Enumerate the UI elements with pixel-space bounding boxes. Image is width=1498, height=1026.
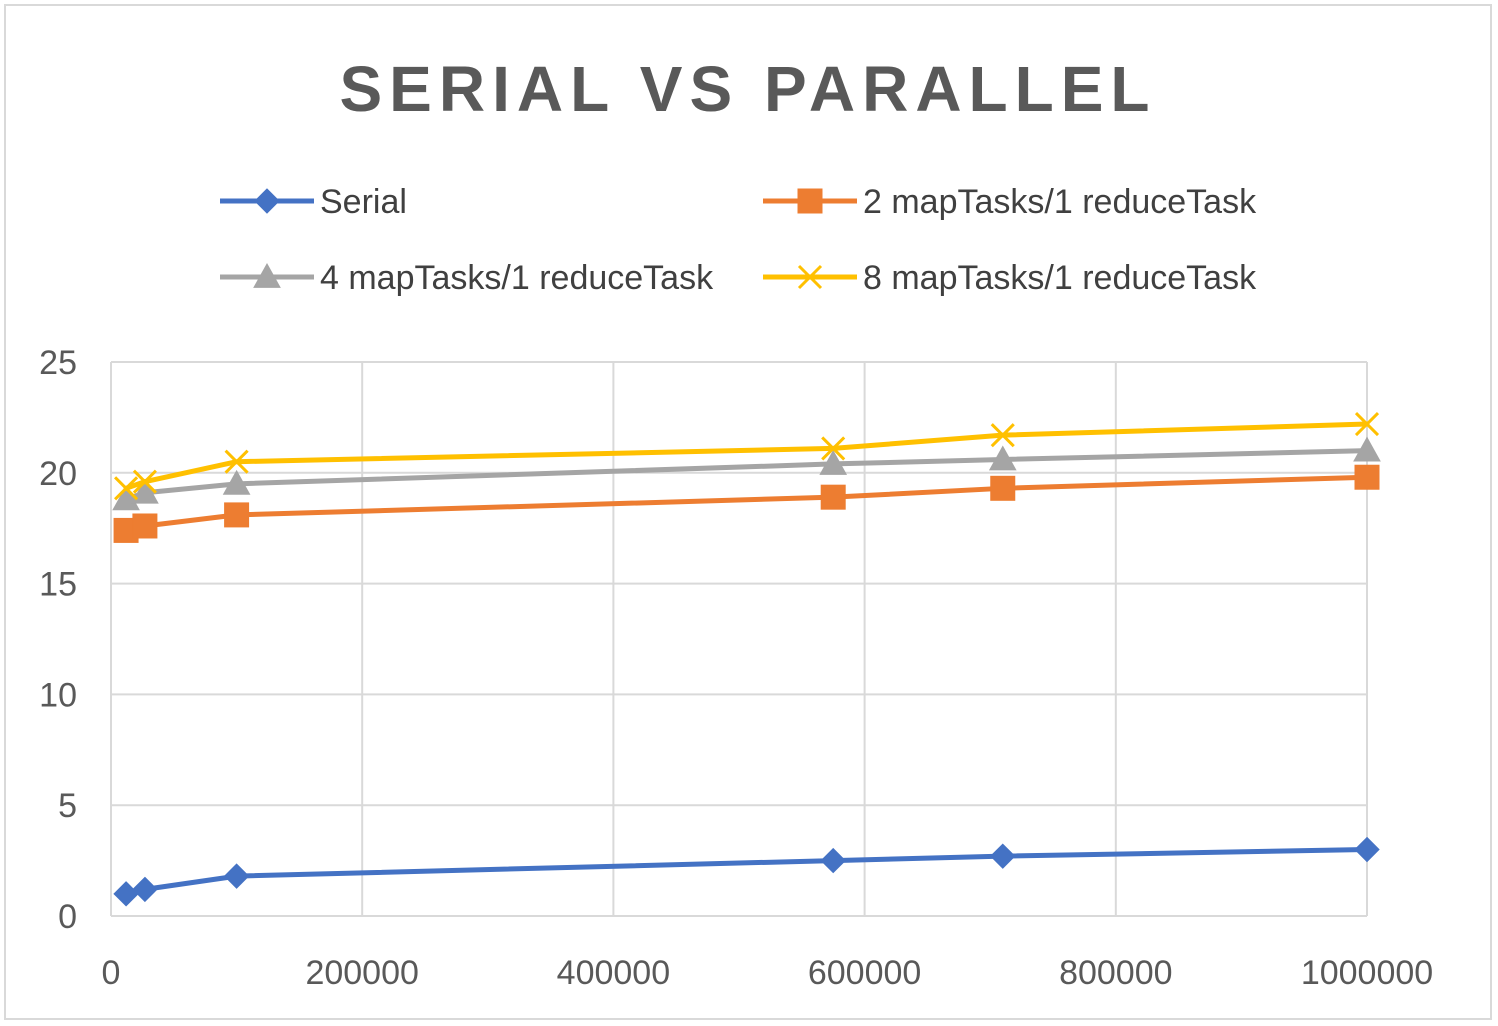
data-point-x — [1354, 411, 1380, 437]
data-point-triangle — [819, 449, 848, 475]
x-tick-label: 200000 — [305, 954, 418, 992]
data-point-diamond — [990, 843, 1016, 869]
chart-svg: SERIAL VS PARALLEL Serial 2 mapTasks/1 re… — [39, 53, 1434, 992]
series-1 — [113, 836, 1380, 907]
gridlines — [110, 361, 1368, 917]
series-3 — [112, 436, 1381, 511]
legend-marker-triangle — [253, 262, 281, 288]
data-point-diamond — [113, 881, 139, 907]
legend-entry: Serial — [220, 183, 407, 221]
series-group — [112, 411, 1381, 907]
series-2 — [113, 464, 1380, 543]
data-point-x — [224, 449, 249, 474]
data-point-square — [1354, 464, 1380, 490]
legend-marker-x — [797, 264, 823, 290]
series-line — [123, 474, 1370, 533]
x-tick-label: 800000 — [1059, 954, 1172, 992]
y-tick-label: 0 — [58, 898, 77, 936]
y-tick-label: 15 — [39, 566, 77, 604]
y-tick-label: 5 — [58, 787, 77, 825]
legend-label: Serial — [320, 183, 407, 221]
legend: Serial 2 mapTasks/1 reduceTask 4 mapTasks/… — [220, 183, 1257, 297]
data-point-x — [114, 476, 139, 501]
data-point-triangle — [222, 469, 251, 495]
legend-label: 8 mapTasks/1 reduceTask — [863, 259, 1257, 297]
y-tick-label: 25 — [39, 344, 77, 382]
y-tick-label: 20 — [39, 455, 77, 493]
chart-area: SERIAL VS PARALLEL Serial 2 mapTasks/1 re… — [4, 4, 1492, 1020]
data-point-triangle — [131, 478, 159, 504]
legend-label: 2 mapTasks/1 reduceTask — [863, 183, 1257, 221]
data-point-square — [990, 475, 1016, 501]
data-point-x — [990, 423, 1015, 448]
x-tick-label: 400000 — [557, 954, 670, 992]
legend-entry: 4 mapTasks/1 reduceTask — [220, 259, 714, 297]
data-point-diamond — [1354, 836, 1380, 863]
data-point-diamond — [223, 863, 250, 889]
data-point-square — [224, 502, 250, 528]
chart-title: SERIAL VS PARALLEL — [339, 53, 1156, 125]
series-4 — [114, 411, 1380, 501]
legend-marker-diamond — [254, 188, 280, 214]
data-point-x — [132, 469, 157, 494]
legend-label: 4 mapTasks/1 reduceTask — [320, 259, 714, 297]
x-axis-ticks: 0 200000 400000 600000 800000 1000000 — [102, 954, 1434, 992]
data-point-square — [820, 484, 846, 510]
data-point-diamond — [820, 847, 846, 874]
data-point-triangle — [1353, 436, 1381, 462]
x-tick-label: 1000000 — [1301, 954, 1433, 992]
data-point-triangle — [988, 445, 1017, 471]
x-tick-label: 600000 — [808, 954, 921, 992]
y-tick-label: 10 — [39, 676, 77, 714]
legend-entry: 8 mapTasks/1 reduceTask — [763, 259, 1257, 297]
x-tick-label: 0 — [102, 954, 121, 992]
y-axis-ticks: 0 5 10 15 20 25 — [39, 344, 77, 936]
series-line — [123, 847, 1370, 897]
data-point-square — [132, 513, 158, 539]
data-point-triangle — [112, 485, 140, 511]
legend-marker-square — [797, 188, 823, 214]
data-point-diamond — [132, 876, 158, 903]
legend-entry: 2 mapTasks/1 reduceTask — [763, 183, 1257, 221]
data-point-x — [821, 436, 846, 461]
